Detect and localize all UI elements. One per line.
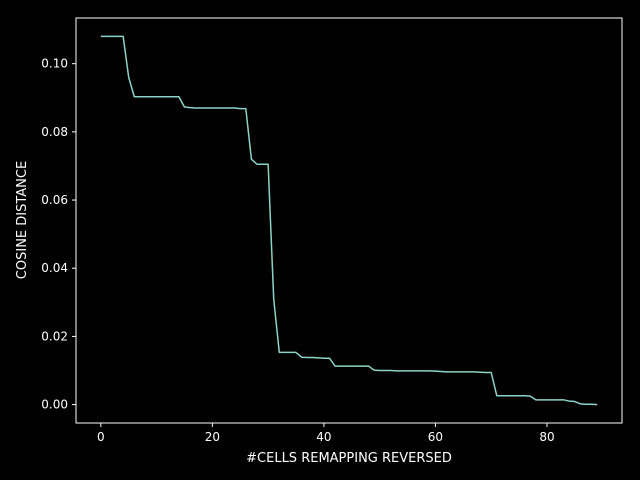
x-tick-label: 60 — [428, 430, 443, 444]
x-tick-label: 80 — [539, 430, 554, 444]
y-axis-label: COSINE DISTANCE — [15, 161, 30, 279]
y-tick-label: 0.10 — [41, 57, 68, 71]
y-tick-label: 0.04 — [41, 261, 68, 275]
series-line — [100, 35, 598, 406]
x-tick-label: 0 — [97, 430, 105, 444]
y-tick-label: 0.02 — [41, 329, 68, 343]
x-tick-label: 20 — [205, 430, 220, 444]
x-tick-label: 40 — [316, 430, 331, 444]
y-tick-label: 0.06 — [41, 193, 68, 207]
y-axis-ticks: 0.00 0.02 0.04 0.06 0.08 0.10 — [41, 57, 76, 412]
y-tick-label: 0.00 — [41, 398, 68, 412]
x-axis-label: #CELLS REMAPPING REVERSED — [246, 451, 452, 466]
plot-area-frame — [75, 17, 623, 424]
x-axis-ticks: 0 20 40 60 80 — [97, 423, 555, 444]
y-tick-label: 0.08 — [41, 125, 68, 139]
